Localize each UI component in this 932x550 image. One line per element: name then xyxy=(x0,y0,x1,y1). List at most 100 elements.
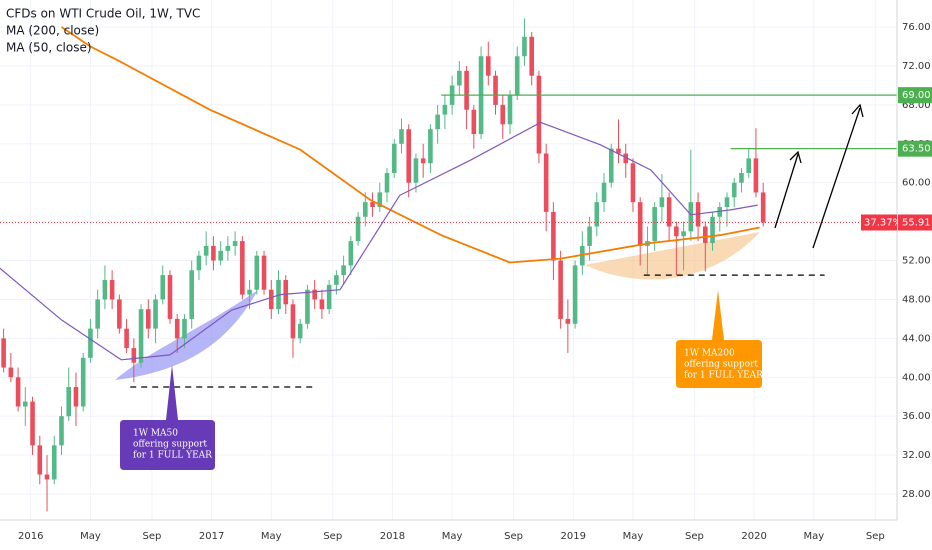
candle-body xyxy=(724,197,730,208)
candle-body xyxy=(703,226,708,244)
candle-body xyxy=(536,75,542,154)
candle-body xyxy=(37,445,43,475)
candle-body xyxy=(616,148,621,154)
candle-body xyxy=(319,299,325,310)
x-tick-label: 2020 xyxy=(741,531,766,542)
chart-title: CFDs on WTI Crude Oil, 1W, TVC xyxy=(6,7,200,21)
candle-body xyxy=(145,309,151,329)
y-tick-label: 52.00 xyxy=(902,256,931,267)
candle-body xyxy=(341,265,346,276)
arrow xyxy=(812,107,861,249)
candle-body xyxy=(102,279,108,300)
x-tick-label: May xyxy=(803,531,824,542)
candle-body xyxy=(30,401,35,446)
y-tick-label: 72.00 xyxy=(902,61,931,72)
x-tick-label: 2018 xyxy=(380,531,405,542)
candle-body xyxy=(153,299,158,329)
y-tick-label: 76.00 xyxy=(902,22,931,33)
candle-body xyxy=(399,129,404,144)
candle-body xyxy=(334,275,339,285)
candle-body xyxy=(551,211,556,261)
candle-body xyxy=(138,309,144,363)
candle-body xyxy=(681,231,686,237)
candle-body xyxy=(15,377,21,407)
candle-body xyxy=(283,279,289,305)
candle-body xyxy=(254,255,260,290)
legend-entry: MA (200, close) xyxy=(6,24,99,38)
candle-body xyxy=(261,255,267,290)
x-tick-label: Sep xyxy=(866,531,885,542)
candle-body xyxy=(80,357,86,407)
note-text: offering support xyxy=(684,360,758,370)
x-tick-label: Sep xyxy=(323,531,342,542)
note-text: 1W MA200 xyxy=(684,349,735,359)
candle-body xyxy=(710,216,715,244)
candle-body xyxy=(587,226,592,246)
candle-body xyxy=(51,445,57,480)
candle-body xyxy=(189,270,194,319)
candle-body xyxy=(355,216,361,242)
x-tick-label: May xyxy=(80,531,101,542)
candle-body xyxy=(131,348,137,363)
candle-body xyxy=(290,304,296,339)
candle-body xyxy=(88,328,93,358)
candle-body xyxy=(305,289,310,324)
candle-body xyxy=(370,202,375,208)
x-tick-label: 2016 xyxy=(18,531,43,542)
candle-body xyxy=(203,245,209,256)
candle-body xyxy=(507,95,513,125)
candle-body xyxy=(297,323,303,339)
candle-body xyxy=(384,172,390,193)
candle-body xyxy=(268,289,274,310)
price-label: 55.91 xyxy=(902,217,931,228)
candle-body xyxy=(413,158,419,183)
price-label-box xyxy=(898,140,932,157)
arrow xyxy=(774,153,799,229)
candle-body xyxy=(652,207,657,242)
candle-body xyxy=(608,148,614,183)
candle-body xyxy=(522,36,527,57)
moving-average xyxy=(60,26,760,264)
candle-body xyxy=(377,192,383,208)
labels: 28.0032.0036.0040.0044.0048.0052.0056.00… xyxy=(18,22,932,542)
note-text: for 1 FULL YEAR xyxy=(133,451,212,461)
price-label: 69.00 xyxy=(902,90,931,101)
x-tick-label: Sep xyxy=(685,531,704,542)
candle-body xyxy=(442,104,448,115)
candle-body xyxy=(23,401,28,407)
y-tick-label: 36.00 xyxy=(902,411,931,422)
y-tick-label: 48.00 xyxy=(902,294,931,305)
candle-body xyxy=(500,104,506,125)
candle-body xyxy=(601,182,607,203)
candle-body xyxy=(312,289,317,300)
y-tick-label: 28.00 xyxy=(902,489,931,500)
candle-body xyxy=(218,250,223,261)
note-text: offering support xyxy=(133,440,207,450)
candle-body xyxy=(428,129,433,164)
candle-body xyxy=(746,158,752,173)
candle-body xyxy=(739,172,744,183)
y-tick-label: 44.00 xyxy=(902,333,931,344)
candle-body xyxy=(637,202,643,246)
marks xyxy=(0,18,897,512)
candle-body xyxy=(485,56,491,76)
candle-body xyxy=(109,279,115,300)
candle-body xyxy=(240,241,245,295)
x-tick-label: May xyxy=(261,531,282,542)
candle-body xyxy=(457,70,462,86)
candle-body xyxy=(196,255,202,271)
grid xyxy=(0,0,897,520)
candle-body xyxy=(211,245,216,261)
candle-body xyxy=(464,70,469,110)
candle-body xyxy=(471,109,477,135)
x-tick-label: Sep xyxy=(504,531,523,542)
candle-body xyxy=(529,36,534,76)
candle-body xyxy=(391,143,397,173)
x-tick-label: May xyxy=(623,531,644,542)
change-label: 37.37% xyxy=(864,217,902,228)
candle-body xyxy=(594,202,600,227)
candle-body xyxy=(666,197,672,227)
arrows xyxy=(774,103,864,249)
note-text: for 1 FULL YEAR xyxy=(684,371,763,381)
